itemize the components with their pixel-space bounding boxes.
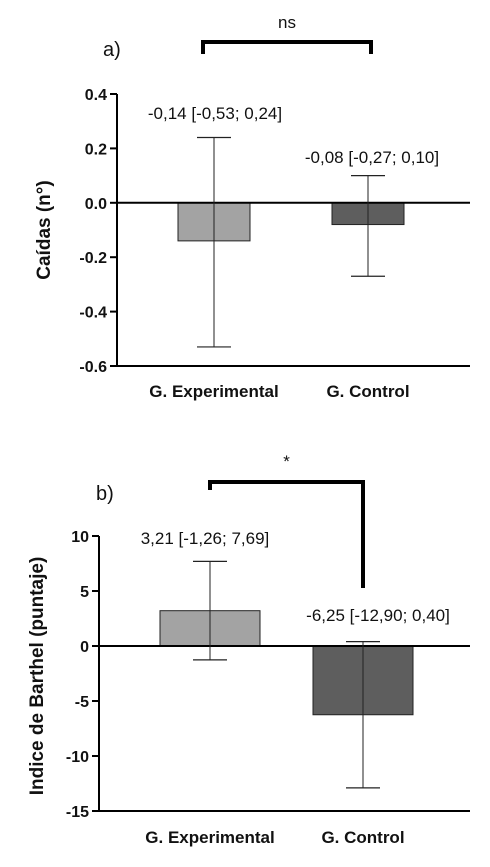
y-tick-label: -5 [75, 694, 89, 711]
y-axis-label-a: Caídas (n°) [34, 180, 55, 279]
y-tick-label: -10 [66, 749, 89, 766]
y-tick-label: -0.6 [79, 359, 107, 376]
y-tick-label: 0.0 [85, 196, 107, 213]
significance-bracket-b [208, 480, 365, 588]
error-bar-b-2 [346, 640, 380, 789]
bar-annotation: 3,21 [-1,26; 7,69] [141, 529, 270, 548]
significance-label-a: ns [278, 13, 296, 32]
bracket-line [208, 480, 365, 588]
y-tick-label: 0 [80, 639, 89, 656]
error-bar-b-1 [193, 560, 227, 661]
significance-bracket-a [201, 40, 373, 54]
y-axis-label-b: Indice de Barthel (puntaje) [27, 557, 48, 796]
x-category-label: G. Control [321, 828, 404, 847]
bar-annotation: -0,08 [-0,27; 0,10] [305, 148, 439, 167]
bar-annotation: -6,25 [-12,90; 0,40] [306, 606, 450, 625]
panel-b-barthel: b) Indice de Barthel (puntaje) 10 5 0 -5 -10 -1… [27, 452, 470, 847]
y-tick-label: 0.4 [85, 87, 107, 104]
x-category-label: G. Experimental [149, 382, 278, 401]
y-tick-label: -0.4 [79, 305, 107, 322]
error-bar-a-1 [197, 136, 231, 348]
y-tick-label: 10 [71, 529, 89, 546]
y-tick-label: 0.2 [85, 141, 107, 158]
x-category-label: G. Control [326, 382, 409, 401]
y-tick-label: -0.2 [79, 250, 107, 267]
panel-a-caidas: a) Caídas (n°) 0.4 0.2 0.0 -0.2 -0.4 -0.6 G. Exp… [34, 13, 470, 401]
panel-a-label: a) [103, 39, 121, 61]
significance-label-b: * [283, 452, 290, 471]
bracket-line [201, 40, 373, 54]
y-tick-label: -15 [66, 804, 89, 821]
error-bar-a-2 [351, 175, 385, 277]
y-tick-label: 5 [80, 584, 89, 601]
bar-annotation: -0,14 [-0,53; 0,24] [148, 104, 282, 123]
x-category-label: G. Experimental [145, 828, 274, 847]
panel-b-label: b) [96, 483, 114, 505]
